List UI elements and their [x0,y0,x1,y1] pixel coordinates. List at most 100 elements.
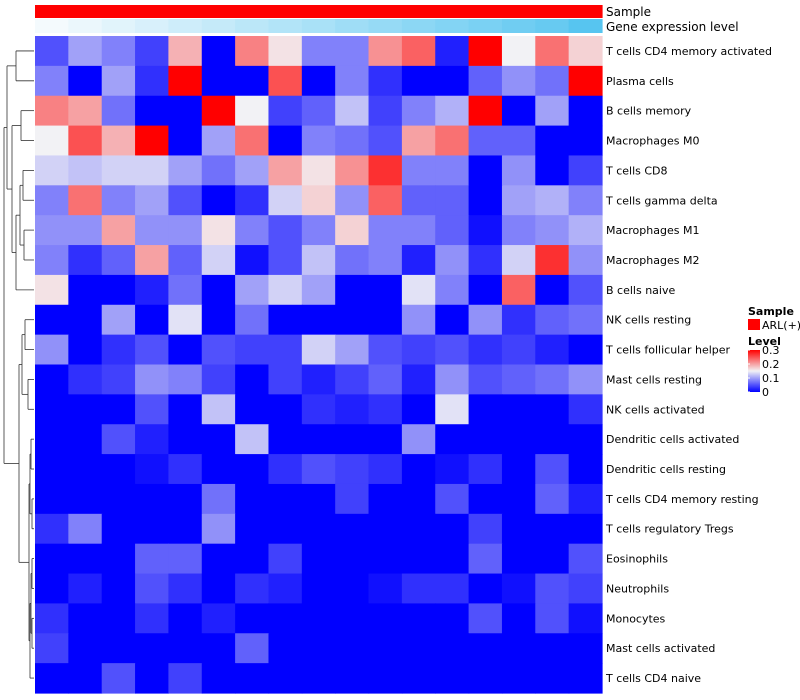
heatmap-cell [401,573,436,605]
heatmap-cell [568,454,603,485]
heatmap-cells [35,36,603,694]
heatmap-cell [435,633,470,664]
heatmap-cell [268,543,303,575]
sample-track-label: Sample [606,5,651,19]
heatmap-cell [35,95,69,127]
heatmap-cell [168,215,203,246]
sample-track-cell [535,5,570,18]
heatmap-cell [268,454,303,485]
heatmap-cell [101,424,136,455]
heatmap-cell [101,543,136,575]
heatmap-cell [268,334,303,366]
row-label: T cells CD4 naive [605,672,701,685]
heatmap-cell [301,245,336,276]
heatmap-cell [301,215,336,246]
heatmap-cell [535,304,570,336]
heatmap-cell [535,155,570,186]
heatmap-cell [435,424,470,455]
heatmap-cell [401,185,436,216]
legend-level-title: Level [748,335,781,348]
heatmap-cell [201,36,236,67]
sample-track-cell [435,5,470,18]
row-dendrogram [3,50,34,679]
heatmap-cell [335,663,370,694]
heatmap-cell [401,364,436,395]
heatmap-cell [501,185,536,216]
heatmap-cell [135,543,170,575]
heatmap-cell [101,185,136,216]
heatmap-cell [268,215,303,246]
heatmap-cell [101,394,136,425]
heatmap-cell [101,36,136,67]
heatmap-cell [501,215,536,246]
heatmap-cell [368,424,403,455]
heatmap-cell [535,424,570,455]
heatmap-cell [535,633,570,664]
expression-track-cell [535,19,570,33]
heatmap-cell [101,633,136,664]
expression-track-cell [435,19,470,33]
row-label: Dendritic cells activated [606,433,739,446]
sample-track-cell [268,5,303,18]
heatmap-cell [135,185,170,216]
row-label: B cells naive [606,284,675,297]
heatmap-cell [135,483,170,515]
heatmap-cell [268,603,303,634]
heatmap-cell [368,603,403,634]
heatmap-cell [201,245,236,276]
heatmap-cell [68,663,103,694]
heatmap-cell [468,663,503,694]
sample-track-cell [168,5,203,18]
heatmap-cell [301,454,336,485]
heatmap-cell [368,36,403,67]
heatmap-cell [135,603,170,634]
heatmap-cell [268,245,303,276]
heatmap-cell [301,573,336,605]
heatmap-cell [268,394,303,425]
heatmap-cell [435,454,470,485]
heatmap-cell [201,95,236,127]
row-label: Monocytes [606,612,666,625]
heatmap-cell [68,483,103,515]
heatmap-cell [35,155,69,186]
heatmap-cell [68,304,103,336]
heatmap-cell [101,513,136,545]
heatmap-cell [35,394,69,425]
row-label: Plasma cells [606,75,674,88]
heatmap-cell [235,364,270,395]
heatmap-cell [68,95,103,127]
heatmap-cell [435,95,470,127]
heatmap-cell [368,633,403,664]
heatmap-cell [235,633,270,664]
heatmap-cell [35,185,69,216]
heatmap-cell [235,185,270,216]
heatmap-cell [35,364,69,395]
heatmap-cell [568,483,603,515]
expression-track-cell [235,19,270,33]
heatmap-cell [101,274,136,306]
heatmap-cell [568,36,603,67]
heatmap-cell [68,334,103,366]
heatmap-cell [335,364,370,395]
heatmap-cell [401,155,436,186]
row-label: T cells follicular helper [605,344,731,357]
heatmap-cell [101,483,136,515]
heatmap-cell [335,95,370,127]
heatmap-cell [335,185,370,216]
heatmap-cell [368,334,403,366]
heatmap-cell [268,573,303,605]
heatmap-cell [368,215,403,246]
heatmap-cell [268,185,303,216]
heatmap-cell [468,215,503,246]
heatmap-cell [468,364,503,395]
heatmap-cell [35,663,69,694]
row-label: Dendritic cells resting [606,463,726,476]
expression-track-cell [568,19,603,33]
heatmap-cell [101,125,136,157]
heatmap-cell [401,603,436,634]
heatmap-cell [368,274,403,306]
sample-track-cell [135,5,170,18]
expression-track-cell [301,19,336,33]
legend-sample-title: Sample [748,305,794,318]
heatmap-cell [201,155,236,186]
